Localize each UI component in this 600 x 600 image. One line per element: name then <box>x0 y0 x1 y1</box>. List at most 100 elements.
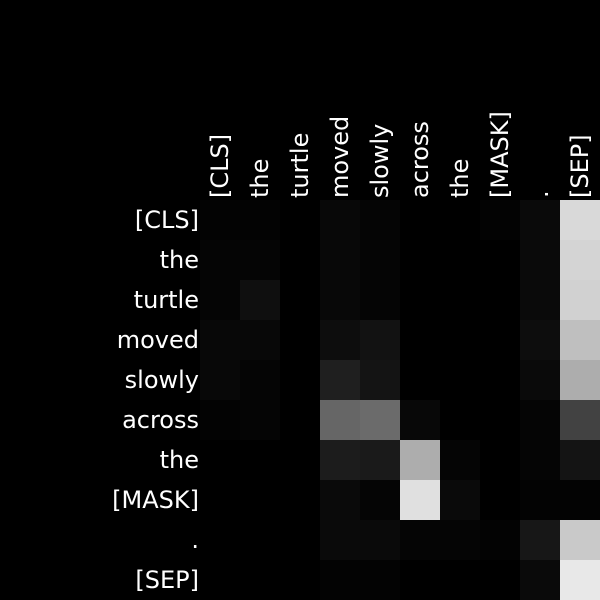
heatmap-cell <box>480 360 520 400</box>
y-tick-label: moved <box>117 326 199 354</box>
heatmap-cell <box>560 280 600 320</box>
heatmap-cell <box>200 200 240 240</box>
heatmap-cell <box>320 320 360 360</box>
heatmap-cell <box>560 520 600 560</box>
heatmap-cell <box>400 480 440 520</box>
heatmap-cell <box>400 520 440 560</box>
heatmap-cell <box>520 320 560 360</box>
heatmap-cell <box>440 200 480 240</box>
heatmap-cell <box>240 280 280 320</box>
heatmap-cell <box>480 480 520 520</box>
heatmap-cell <box>320 400 360 440</box>
x-tick-label: . <box>526 190 554 198</box>
heatmap-cell <box>480 320 520 360</box>
heatmap-cell <box>280 520 320 560</box>
heatmap-cell <box>240 480 280 520</box>
heatmap-cell <box>240 520 280 560</box>
heatmap-cell <box>240 440 280 480</box>
heatmap-cell <box>280 360 320 400</box>
heatmap-cell <box>280 480 320 520</box>
heatmap-cell <box>520 280 560 320</box>
y-tick-label: turtle <box>134 286 199 314</box>
heatmap-cell <box>280 200 320 240</box>
heatmap-cell <box>360 360 400 400</box>
heatmap-cell <box>520 560 560 600</box>
heatmap-cell <box>400 320 440 360</box>
heatmap-cells <box>200 200 600 600</box>
heatmap-cell <box>520 480 560 520</box>
heatmap-cell <box>360 320 400 360</box>
heatmap-cell <box>320 520 360 560</box>
heatmap-cell <box>400 440 440 480</box>
heatmap-cell <box>360 400 400 440</box>
heatmap-cell <box>440 440 480 480</box>
y-tick-label: the <box>160 246 199 274</box>
heatmap-cell <box>360 240 400 280</box>
heatmap-cell <box>400 240 440 280</box>
heatmap-cell <box>240 400 280 440</box>
heatmap-cell <box>280 560 320 600</box>
heatmap-cell <box>400 280 440 320</box>
heatmap-cell <box>240 240 280 280</box>
heatmap-cell <box>520 400 560 440</box>
heatmap-cell <box>200 520 240 560</box>
heatmap-cell <box>360 480 400 520</box>
heatmap-cell <box>200 280 240 320</box>
x-tick-label: [CLS] <box>206 134 234 198</box>
heatmap-cell <box>200 320 240 360</box>
y-tick-label: across <box>122 406 199 434</box>
heatmap-cell <box>400 200 440 240</box>
heatmap-cell <box>520 520 560 560</box>
heatmap-cell <box>280 320 320 360</box>
heatmap-cell <box>280 400 320 440</box>
heatmap-cell <box>400 360 440 400</box>
heatmap-cell <box>560 320 600 360</box>
heatmap-cell <box>560 200 600 240</box>
heatmap-cell <box>400 560 440 600</box>
heatmap-cell <box>560 400 600 440</box>
heatmap-cell <box>480 240 520 280</box>
heatmap-cell <box>200 400 240 440</box>
heatmap-cell <box>320 240 360 280</box>
heatmap-cell <box>520 440 560 480</box>
y-tick-label: [SEP] <box>135 566 199 594</box>
heatmap-cell <box>360 520 400 560</box>
heatmap-cell <box>440 360 480 400</box>
heatmap-cell <box>520 200 560 240</box>
heatmap-cell <box>440 280 480 320</box>
heatmap-cell <box>480 560 520 600</box>
heatmap-cell <box>200 560 240 600</box>
heatmap-cell <box>480 200 520 240</box>
heatmap-cell <box>360 200 400 240</box>
heatmap-cell <box>280 240 320 280</box>
heatmap-cell <box>320 280 360 320</box>
y-tick-label: [CLS] <box>135 206 199 234</box>
heatmap-cell <box>400 400 440 440</box>
heatmap-cell <box>440 240 480 280</box>
heatmap-cell <box>480 440 520 480</box>
y-tick-label: [MASK] <box>112 486 199 514</box>
x-tick-label: across <box>406 121 434 198</box>
y-tick-label: the <box>160 446 199 474</box>
x-tick-label: moved <box>326 116 354 198</box>
heatmap-cell <box>240 200 280 240</box>
heatmap-cell <box>320 560 360 600</box>
x-tick-label: [MASK] <box>486 111 514 198</box>
heatmap-cell <box>320 440 360 480</box>
heatmap-cell <box>240 560 280 600</box>
heatmap-cell <box>560 480 600 520</box>
x-tick-label: [SEP] <box>566 134 594 198</box>
heatmap-cell <box>200 240 240 280</box>
y-tick-label: . <box>191 526 199 554</box>
heatmap-cell <box>240 360 280 400</box>
y-axis-labels: [CLS] the turtle moved slowly across the [MASK]… <box>112 206 199 594</box>
heatmap-cell <box>360 560 400 600</box>
heatmap-cell <box>200 360 240 400</box>
heatmap-cell <box>560 240 600 280</box>
heatmap-cell <box>320 480 360 520</box>
x-tick-label: the <box>246 159 274 198</box>
heatmap-cell <box>520 240 560 280</box>
y-tick-label: slowly <box>125 366 199 394</box>
heatmap-cell <box>560 440 600 480</box>
